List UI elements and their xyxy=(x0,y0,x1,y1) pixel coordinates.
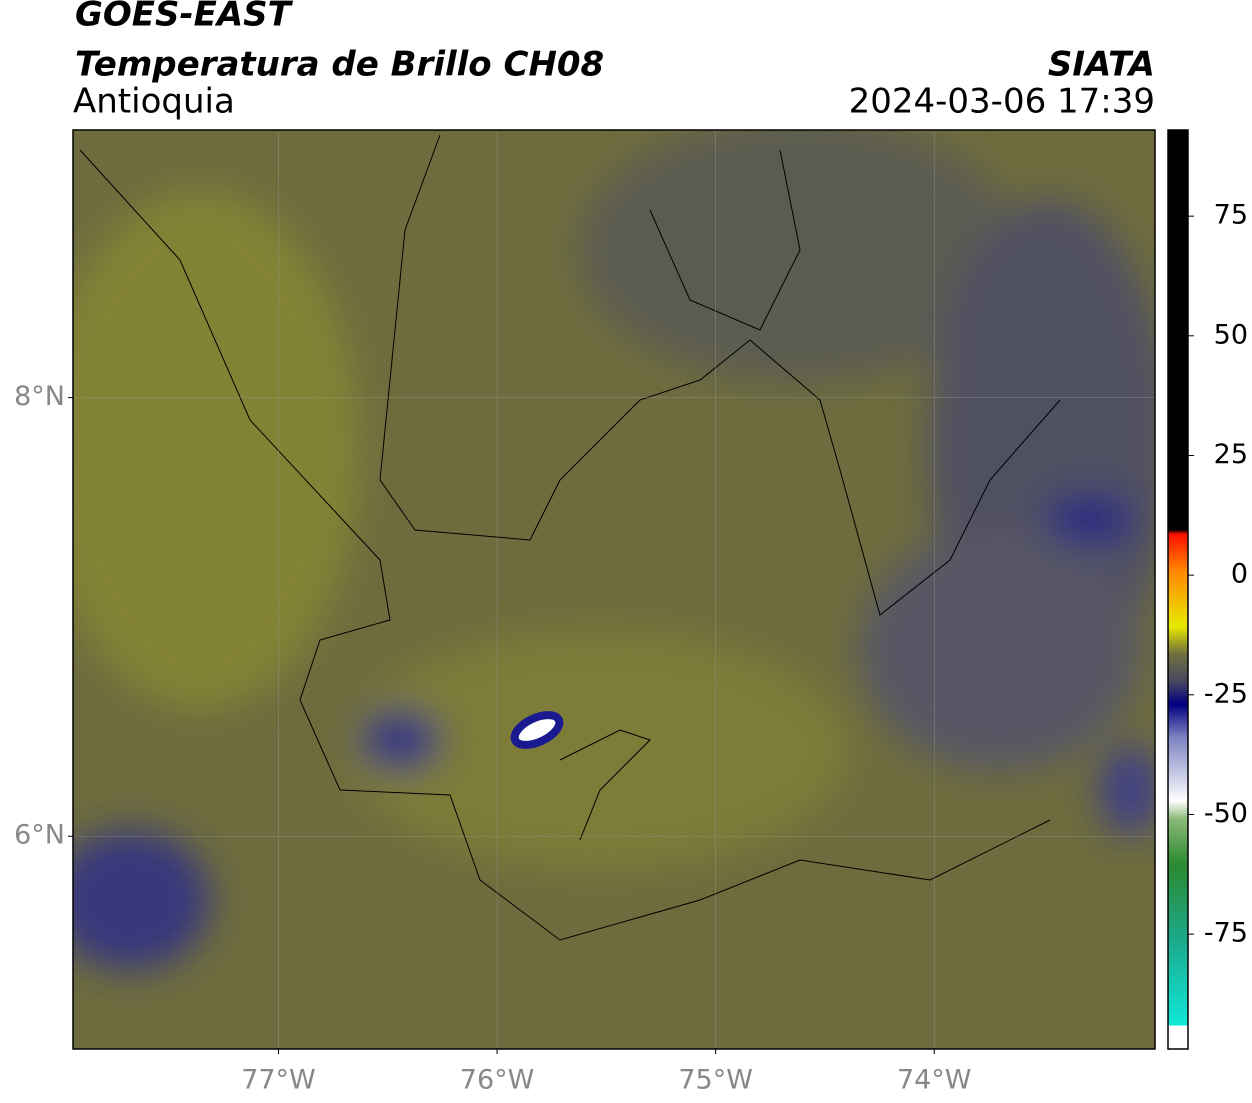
x-tick-label: 74°W xyxy=(897,1065,972,1096)
colorbar-tick-label: 75 xyxy=(1214,200,1248,231)
colorbar-tick-label: 0 xyxy=(1231,559,1248,590)
colorbar-tick-label: 25 xyxy=(1214,439,1248,470)
y-tick-label: 8°N xyxy=(14,381,65,412)
map-image xyxy=(73,130,1155,1049)
colorbar-tick-label: -75 xyxy=(1204,918,1248,949)
source: SIATA xyxy=(1048,45,1155,85)
colorbar-tick-label: 50 xyxy=(1214,319,1248,350)
region: Antioquia xyxy=(73,82,235,122)
x-tick-label: 77°W xyxy=(241,1065,316,1096)
y-tick-label: 6°N xyxy=(14,820,65,851)
colorbar-tick-label: -25 xyxy=(1204,678,1248,709)
x-tick-label: 75°W xyxy=(678,1065,753,1096)
x-tick-label: 76°W xyxy=(460,1065,535,1096)
colorbar-tick-label: -50 xyxy=(1204,798,1248,829)
datetime: 2024-03-06 17:39 xyxy=(849,82,1155,122)
subtitle: Temperatura de Brillo CH08 xyxy=(75,45,604,85)
map-frame xyxy=(72,129,1156,1050)
colorbar xyxy=(1167,129,1189,1050)
title: GOES-EAST xyxy=(75,0,294,35)
